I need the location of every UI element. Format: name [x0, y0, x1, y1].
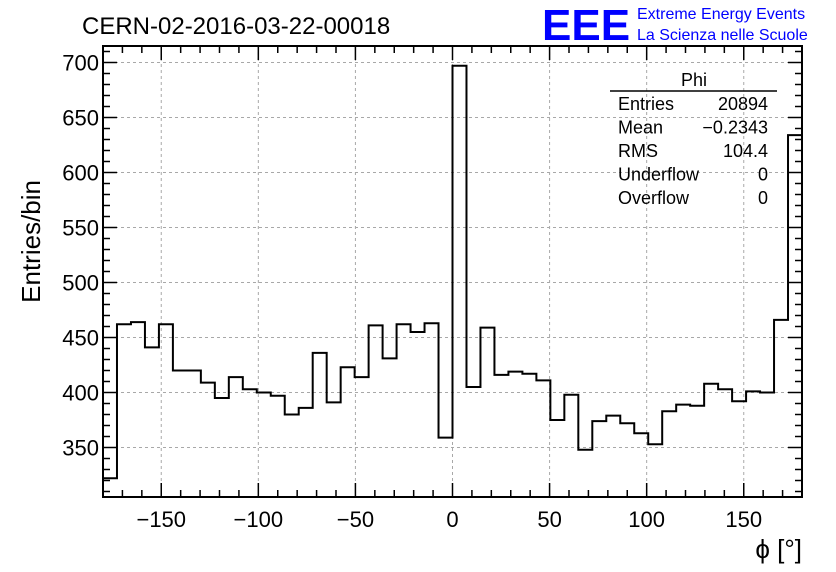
histogram-bin — [690, 406, 704, 497]
x-axis-title: ϕ [°] — [755, 534, 802, 564]
histogram-bin — [494, 375, 508, 497]
histogram-bin — [229, 377, 243, 497]
y-tick-label: 400 — [62, 381, 99, 406]
histogram-bin — [536, 380, 550, 497]
x-tick-label: 50 — [537, 507, 561, 532]
histogram-bin — [117, 324, 131, 497]
y-tick-label: 700 — [62, 51, 99, 76]
histogram-outline — [102, 64, 803, 497]
histogram-bin — [774, 320, 788, 497]
histogram-bin — [383, 358, 397, 497]
stats-box: Phi Entries 20894 Mean −0.2343 RMS 104.4 Under… — [610, 70, 777, 208]
y-tick-label: 650 — [62, 106, 99, 131]
histogram-bin — [257, 393, 271, 498]
histogram-bin — [453, 66, 467, 497]
histogram-bin — [159, 324, 173, 497]
y-tick-label: 600 — [62, 161, 99, 186]
histogram-bin — [550, 420, 564, 497]
histogram-bin — [704, 384, 718, 497]
y-tick-label: 550 — [62, 216, 99, 241]
tick-labels: −150 −100 −50 0 50 100 150 350 400 450 500 550 600 65… — [62, 51, 762, 533]
histogram-bin — [285, 415, 299, 498]
logo-line-2: La Scienza nelle Scuole — [637, 27, 808, 44]
histogram-bin — [592, 421, 606, 497]
stats-row-label: Entries — [618, 94, 674, 114]
histogram-bin — [187, 371, 201, 498]
stats-row-value: 0 — [758, 165, 768, 185]
x-tick-label: −150 — [136, 507, 186, 532]
histogram-bin — [215, 398, 229, 497]
histogram-bin — [620, 423, 634, 497]
histogram-bin — [243, 389, 257, 497]
histogram-bin — [313, 353, 327, 497]
stats-title: Phi — [681, 70, 707, 90]
histogram-bin — [718, 389, 732, 497]
stats-row-label: Underflow — [618, 165, 700, 185]
histogram-bin — [508, 372, 522, 497]
histogram-bin — [355, 377, 369, 497]
histogram-bin — [201, 383, 215, 497]
histogram-bin — [606, 416, 620, 497]
histogram-bin — [397, 324, 411, 497]
histogram-bin — [662, 411, 676, 497]
x-tick-label: −50 — [337, 507, 374, 532]
histogram-bin — [746, 391, 760, 497]
histogram-bin — [676, 405, 690, 497]
histogram-bin — [327, 402, 341, 497]
histogram-bin — [411, 332, 425, 497]
y-axis-title: Entries/bin — [16, 180, 46, 303]
histogram-bin — [648, 444, 662, 497]
histogram-bin — [466, 387, 480, 497]
x-tick-label: 150 — [725, 507, 762, 532]
stats-row-value: −0.2343 — [702, 118, 768, 138]
histogram-bin — [480, 328, 494, 497]
histogram-bin — [425, 323, 439, 497]
y-tick-label: 350 — [62, 436, 99, 461]
histogram-bin — [369, 325, 383, 497]
stats-row-label: RMS — [618, 141, 658, 161]
histogram-bins — [102, 64, 803, 498]
chart-title: CERN-02-2016-03-22-00018 — [82, 13, 390, 40]
histogram-bin — [173, 371, 187, 498]
stats-row-value: 20894 — [718, 94, 768, 114]
stats-row-label: Mean — [618, 118, 663, 138]
x-tick-label: 0 — [446, 507, 458, 532]
eee-logo: EEE Extreme Energy Events La Scienza nel… — [542, 1, 808, 50]
y-tick-label: 500 — [62, 271, 99, 296]
histogram-bin — [760, 393, 774, 498]
x-tick-label: 100 — [628, 507, 665, 532]
axes — [102, 45, 803, 498]
stats-row-value: 0 — [758, 188, 768, 208]
histogram-bin — [578, 450, 592, 497]
histogram-bin — [131, 322, 145, 497]
histogram-bin — [439, 438, 453, 497]
histogram-bin — [564, 395, 578, 497]
histogram-bin — [145, 347, 159, 497]
logo-line-1: Extreme Energy Events — [637, 6, 805, 23]
histogram-bin — [299, 408, 313, 497]
stats-row-label: Overflow — [618, 188, 690, 208]
x-tick-label: −100 — [234, 507, 284, 532]
stats-row-value: 104.4 — [723, 141, 768, 161]
histogram-bin — [271, 396, 285, 497]
histogram-bin — [341, 367, 355, 497]
logo-letters: EEE — [542, 1, 630, 50]
y-tick-label: 450 — [62, 326, 99, 351]
stats-rows: Entries 20894 Mean −0.2343 RMS 104.4 Underflow… — [618, 94, 768, 208]
